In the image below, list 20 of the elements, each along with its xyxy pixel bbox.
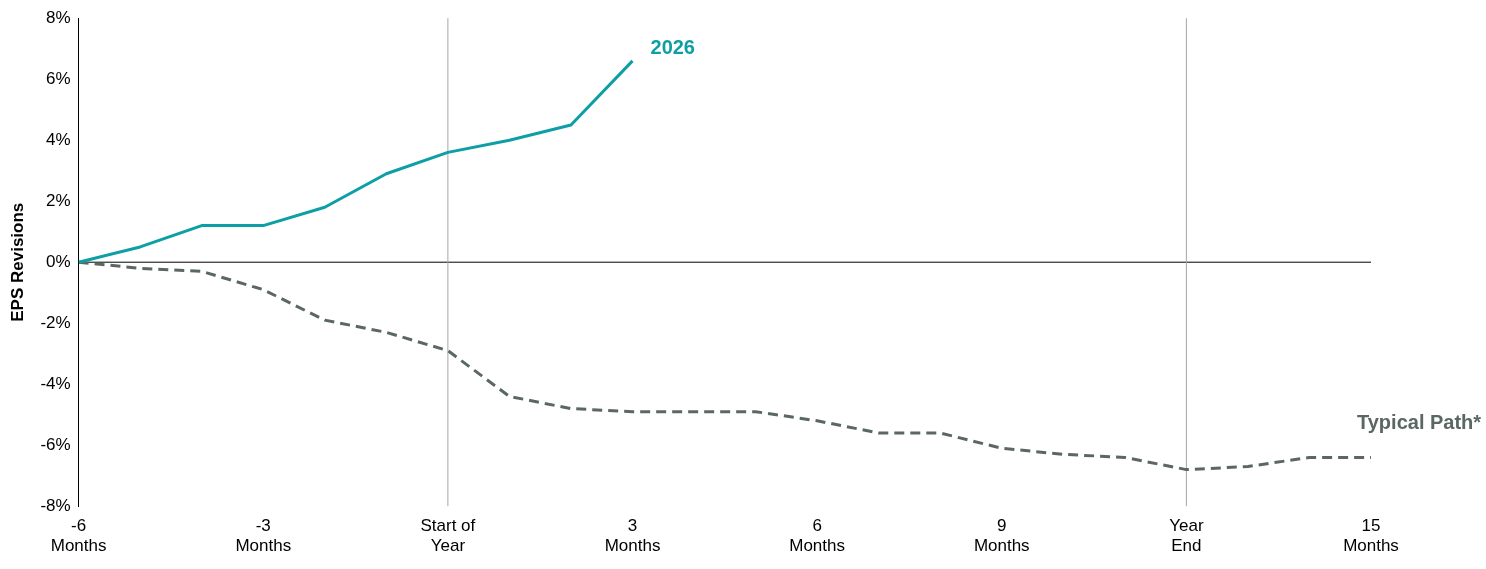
x-tick-label: 6 Months bbox=[789, 516, 845, 556]
y-tick-label: -2% bbox=[40, 312, 71, 332]
x-tick-label: -6 Months bbox=[50, 516, 107, 556]
x-tick-label: Start of Year bbox=[420, 516, 476, 556]
series-label: Typical Path* bbox=[1357, 410, 1482, 433]
y-tick-label: 6% bbox=[46, 68, 71, 88]
x-tick-label: 9 Months bbox=[973, 516, 1030, 556]
y-tick-label: -6% bbox=[40, 434, 71, 454]
y-tick-label: -4% bbox=[40, 373, 71, 393]
series-label: 2026 bbox=[650, 36, 695, 59]
y-tick-label: 2% bbox=[46, 190, 71, 210]
x-tick-label: Year End bbox=[1169, 516, 1204, 556]
x-tick-label: 3 Months bbox=[604, 516, 661, 556]
y-tick-label: 4% bbox=[46, 129, 71, 149]
y-tick-label: 8% bbox=[46, 7, 71, 27]
y-axis-title: EPS Revisions bbox=[7, 202, 27, 322]
y-tick-label: 0% bbox=[46, 251, 71, 271]
x-tick-label: -3 Months bbox=[235, 516, 292, 556]
y-tick-label: -8% bbox=[40, 495, 71, 515]
x-tick-label: 15 Months bbox=[1343, 516, 1399, 556]
